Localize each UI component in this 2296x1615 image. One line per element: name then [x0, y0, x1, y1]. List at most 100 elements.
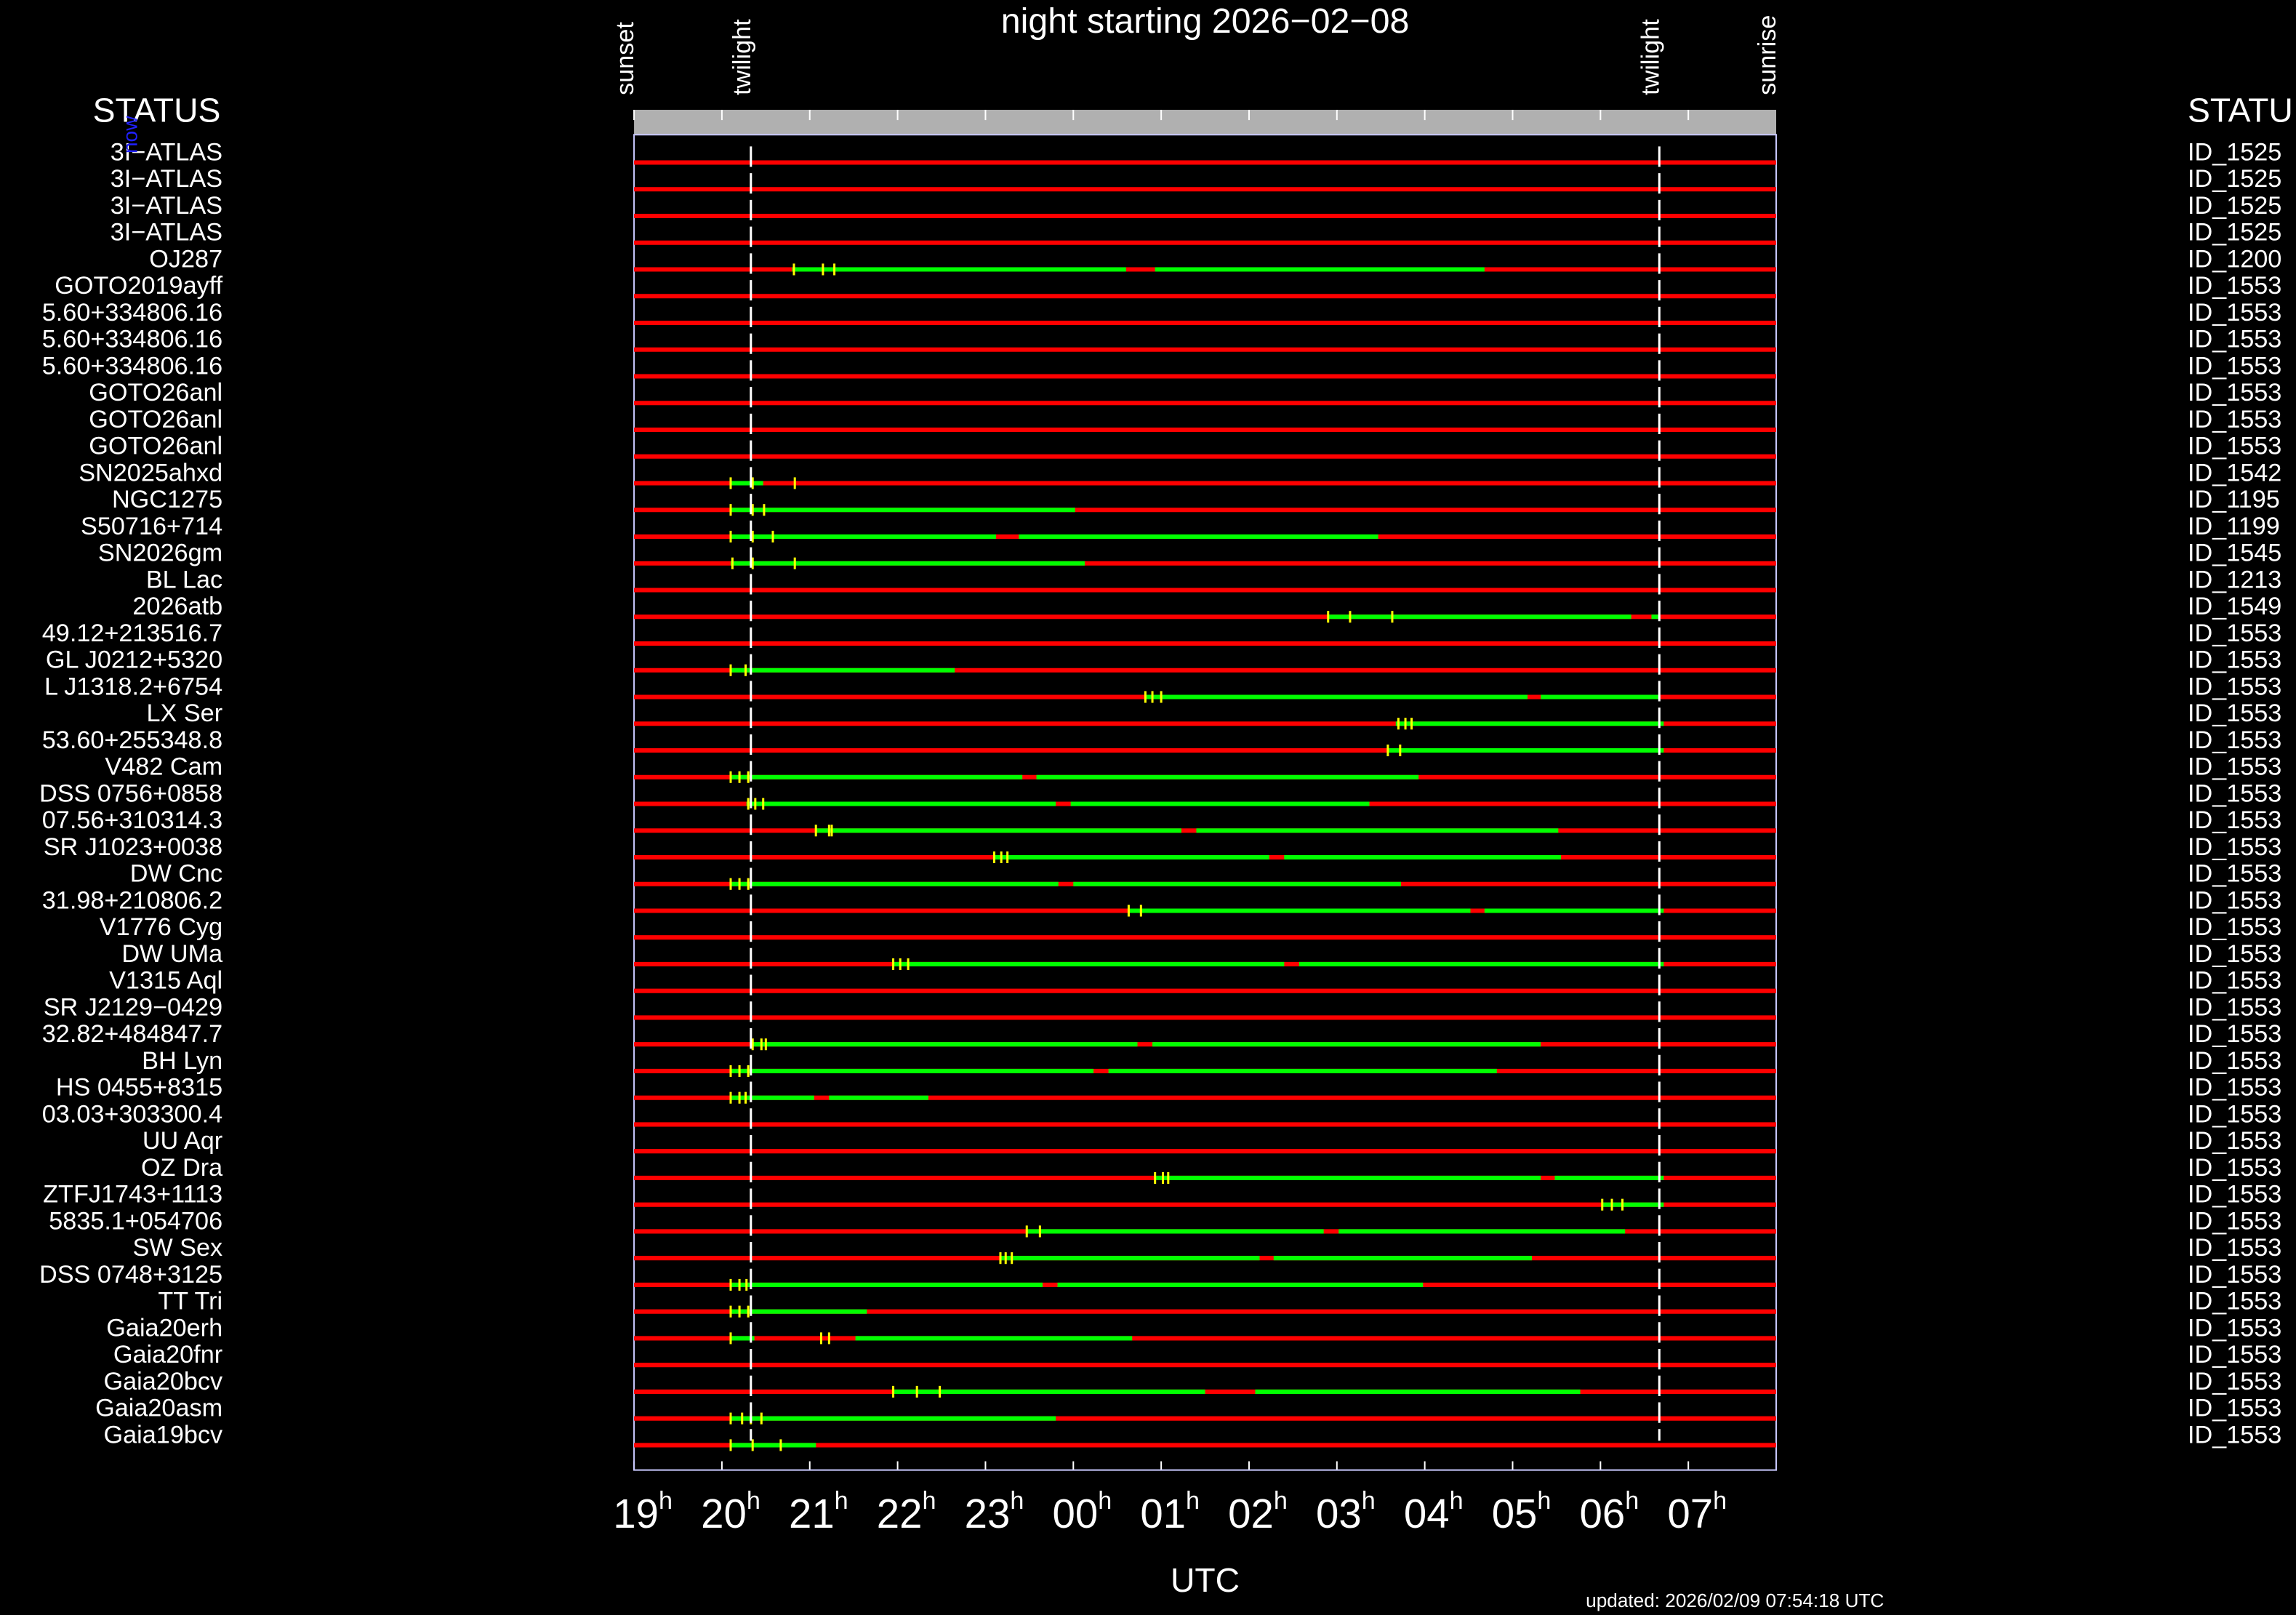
x-tick-unit: h — [1625, 1487, 1639, 1515]
x-tick-unit: h — [747, 1487, 760, 1515]
target-name: OZ Dra — [141, 1154, 223, 1182]
target-id: ID_1553 — [2188, 753, 2281, 781]
target-id: ID_1553 — [2188, 272, 2281, 300]
target-id: ID_1553 — [2188, 1368, 2281, 1395]
target-id: ID_1525 — [2188, 138, 2281, 166]
target-name: GOTO26anl — [89, 406, 222, 433]
x-tick-unit: h — [1274, 1487, 1288, 1515]
target-name: 49.12+213516.7 — [42, 620, 222, 647]
x-tick-number: 04 — [1404, 1491, 1450, 1536]
target-id: ID_1553 — [2188, 326, 2281, 353]
target-name: S50716+714 — [81, 513, 222, 540]
x-tick-label: 06h — [1580, 1487, 1639, 1536]
x-tick-unit: h — [1098, 1487, 1112, 1515]
target-id: ID_1553 — [2188, 1341, 2281, 1368]
target-id: ID_1553 — [2188, 833, 2281, 861]
target-id: ID_1200 — [2188, 245, 2281, 273]
target-name: GOTO26anl — [89, 379, 222, 406]
right-header: STATU — [2188, 91, 2293, 129]
target-name: 5.60+334806.16 — [42, 299, 222, 326]
updated-note: updated: 2026/02/09 07:54:18 UTC — [1586, 1590, 1884, 1611]
target-id: ID_1553 — [2188, 913, 2281, 941]
target-id: ID_1542 — [2188, 459, 2281, 486]
target-name: 5.60+334806.16 — [42, 326, 222, 353]
target-name: 5835.1+054706 — [49, 1207, 222, 1235]
target-id: ID_1553 — [2188, 1127, 2281, 1155]
target-id: ID_1553 — [2188, 1154, 2281, 1182]
target-id: ID_1553 — [2188, 1234, 2281, 1262]
left-header: STATUS — [93, 91, 221, 129]
target-id: ID_1553 — [2188, 352, 2281, 380]
x-tick-number: 01 — [1140, 1491, 1186, 1536]
x-tick-number: 06 — [1580, 1491, 1626, 1536]
x-tick-number: 00 — [1052, 1491, 1098, 1536]
target-id: ID_1545 — [2188, 540, 2281, 567]
target-id: ID_1553 — [2188, 646, 2281, 674]
x-tick-unit: h — [1713, 1487, 1727, 1515]
x-tick-number: 07 — [1667, 1491, 1713, 1536]
target-name: 3I−ATLAS — [111, 192, 222, 220]
target-id: ID_1553 — [2188, 967, 2281, 995]
x-tick-unit: h — [1537, 1487, 1551, 1515]
target-name: HS 0455+8315 — [56, 1074, 222, 1102]
target-name: GOTO2019ayff — [55, 272, 222, 300]
target-name: V1776 Cyg — [100, 913, 222, 941]
target-name: 07.56+310314.3 — [42, 806, 222, 834]
target-id: ID_1199 — [2188, 513, 2280, 540]
target-name: GL J0212+5320 — [46, 646, 222, 674]
target-id: ID_1553 — [2188, 1314, 2281, 1342]
x-axis-label: UTC — [1171, 1561, 1240, 1599]
event-label: twilight — [728, 19, 756, 95]
target-name: Gaia20bcv — [104, 1368, 223, 1395]
x-tick-number: 20 — [701, 1491, 747, 1536]
target-name: Gaia19bcv — [104, 1421, 223, 1448]
target-name: ZTFJ1743+1113 — [43, 1181, 222, 1209]
target-id: ID_1553 — [2188, 433, 2281, 460]
target-id: ID_1553 — [2188, 806, 2281, 834]
target-id: ID_1553 — [2188, 620, 2281, 647]
x-tick-unit: h — [659, 1487, 673, 1515]
x-tick-unit: h — [1010, 1487, 1024, 1515]
x-tick-label: 02h — [1228, 1487, 1288, 1536]
x-tick-unit: h — [835, 1487, 848, 1515]
target-id: ID_1553 — [2188, 1181, 2281, 1209]
target-id: ID_1195 — [2188, 486, 2280, 513]
x-tick-label: 04h — [1404, 1487, 1464, 1536]
target-id: ID_1525 — [2188, 219, 2281, 247]
target-name: 32.82+484847.7 — [42, 1020, 222, 1048]
target-id: ID_1553 — [2188, 1261, 2281, 1289]
x-tick-label: 21h — [789, 1487, 848, 1536]
x-tick-unit: h — [923, 1487, 936, 1515]
x-tick-unit: h — [1362, 1487, 1376, 1515]
target-name: DSS 0748+3125 — [39, 1261, 222, 1289]
chart-title: night starting 2026−02−08 — [1001, 1, 1410, 41]
x-tick-label: 03h — [1316, 1487, 1376, 1536]
target-name: 53.60+255348.8 — [42, 726, 222, 754]
target-name: SN2026gm — [98, 540, 222, 567]
target-name: DSS 0756+0858 — [39, 780, 222, 807]
target-name: Gaia20asm — [95, 1395, 222, 1422]
target-name: 3I−ATLAS — [111, 138, 222, 166]
target-name: SW Sex — [133, 1234, 223, 1262]
target-name: SN2025ahxd — [79, 459, 222, 486]
target-id: ID_1553 — [2188, 780, 2281, 807]
target-name: NGC1275 — [112, 486, 222, 513]
x-tick-number: 22 — [877, 1491, 923, 1536]
target-name: V1315 Aql — [109, 967, 222, 995]
target-name: SR J2129−0429 — [44, 993, 222, 1021]
target-name: 31.98+210806.2 — [42, 886, 222, 914]
target-id: ID_1553 — [2188, 886, 2281, 914]
event-label: sunrise — [1754, 15, 1781, 95]
target-id: ID_1553 — [2188, 379, 2281, 406]
target-name: Gaia20fnr — [113, 1341, 222, 1368]
target-name: UU Aqr — [143, 1127, 222, 1155]
target-id: ID_1549 — [2188, 593, 2281, 620]
target-name: 2026atb — [132, 593, 222, 620]
target-id: ID_1553 — [2188, 673, 2281, 700]
target-name: DW UMa — [121, 940, 223, 968]
target-id: ID_1553 — [2188, 1074, 2281, 1102]
target-id: ID_1553 — [2188, 299, 2281, 326]
target-name: L J1318.2+6754 — [44, 673, 222, 700]
x-tick-label: 19h — [613, 1487, 673, 1536]
target-name: BH Lyn — [142, 1047, 222, 1075]
